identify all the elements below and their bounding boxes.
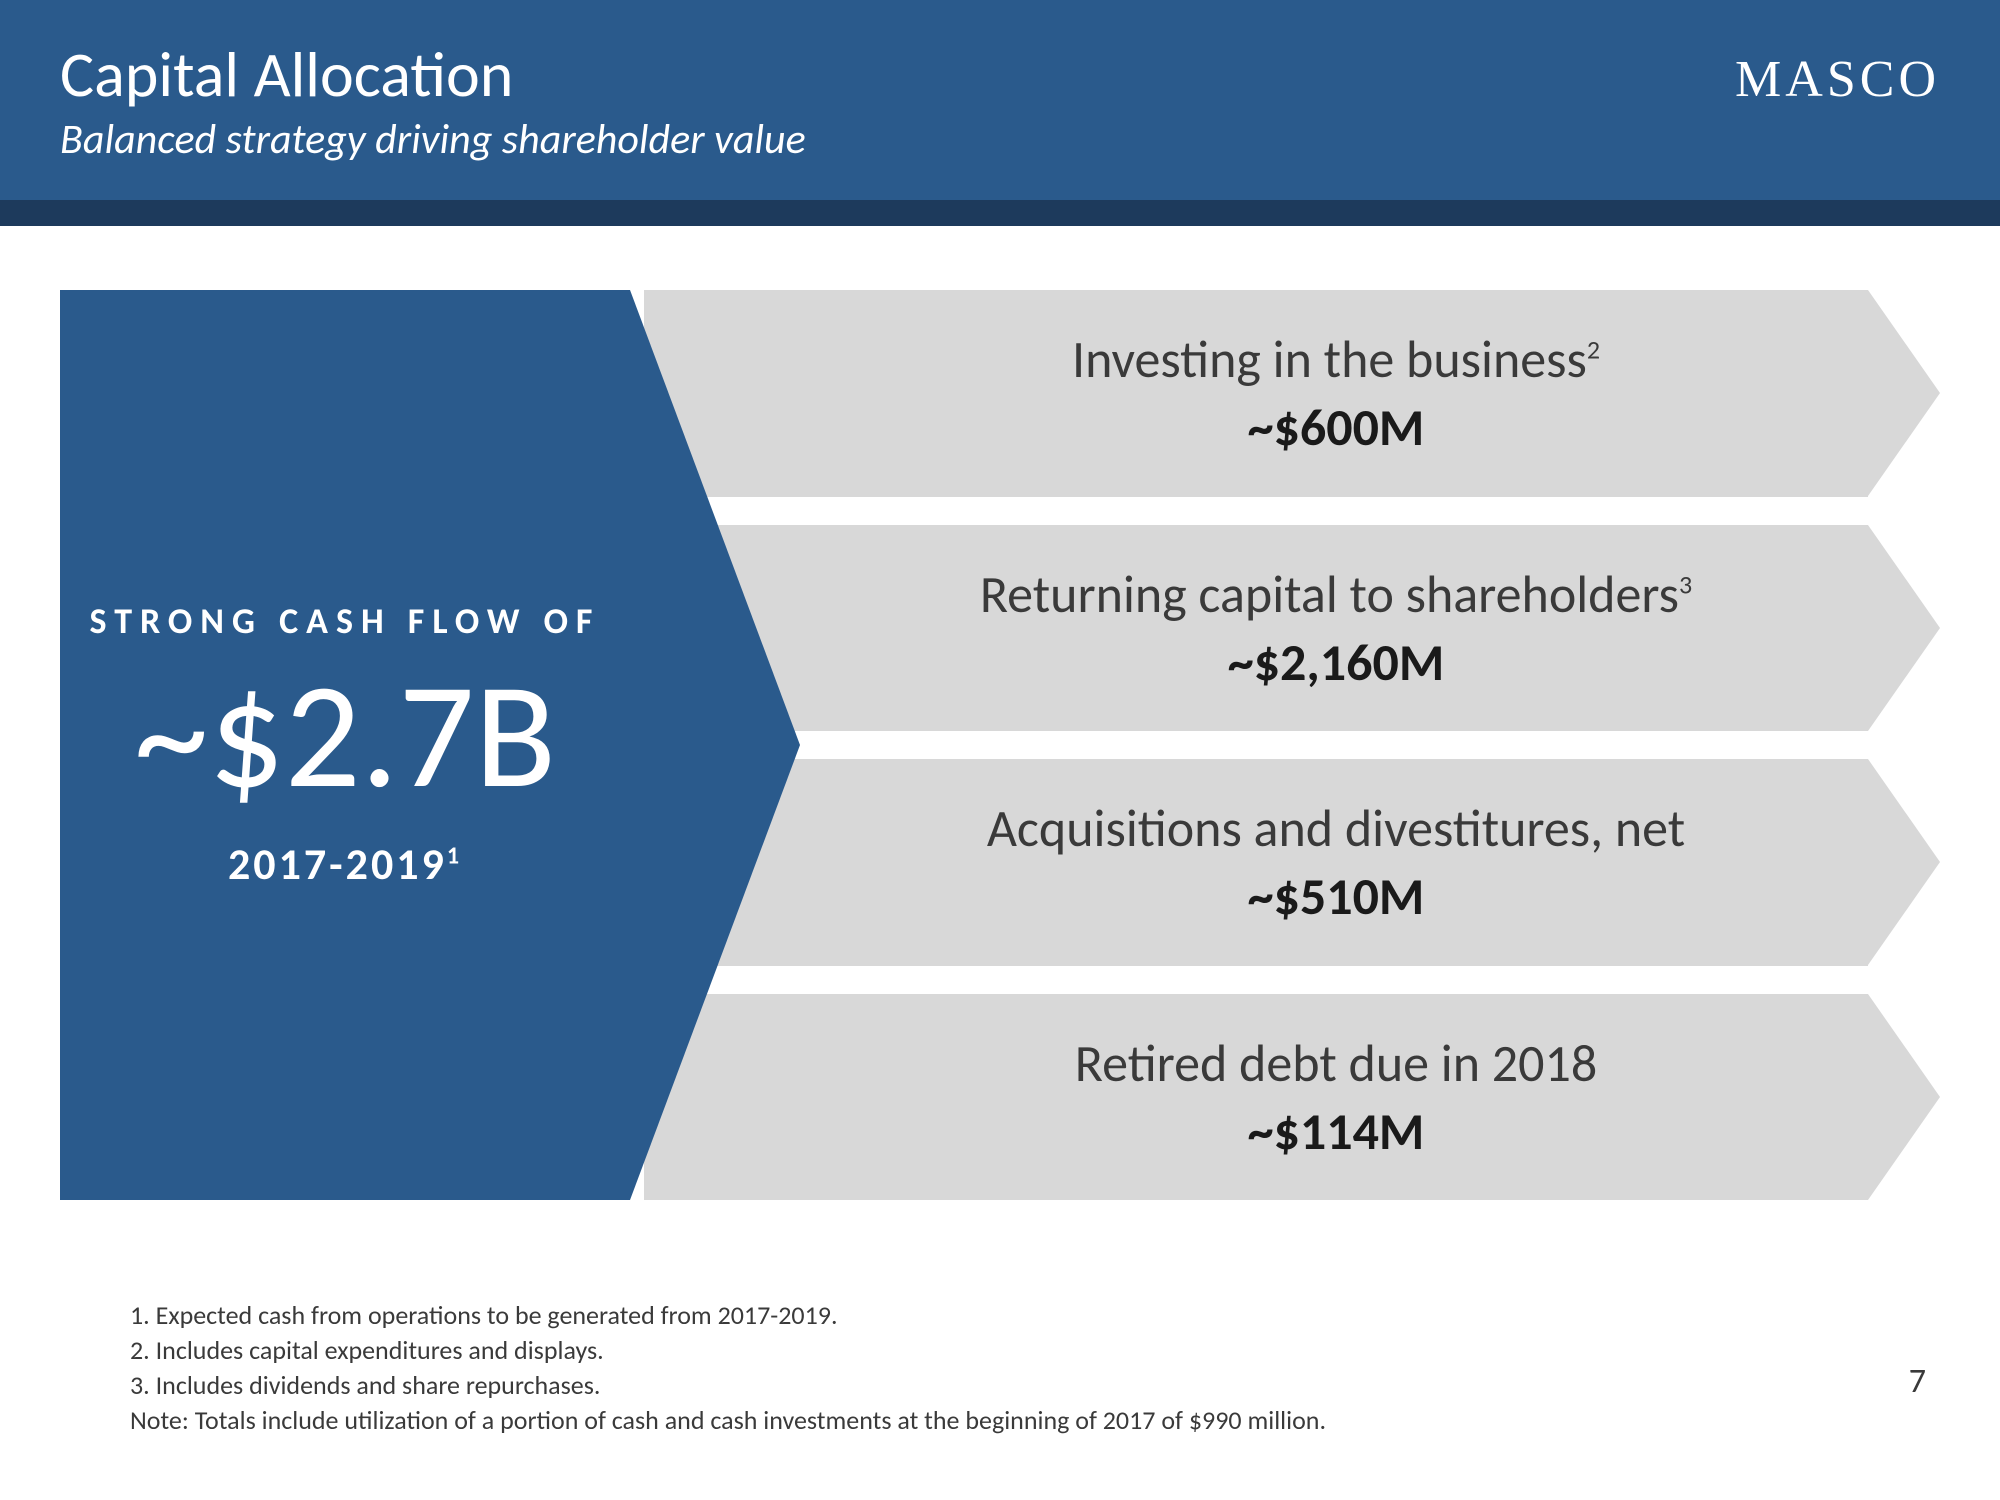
- source-period-sup: 1: [447, 841, 462, 870]
- allocation-arrow-icon: [1868, 525, 1940, 731]
- allocation-value: ~$600M: [1248, 395, 1425, 459]
- footnote-line: 1. Expected cash from operations to be g…: [130, 1298, 1326, 1333]
- allocation-arrow-icon: [1868, 994, 1940, 1200]
- allocation-label: Acquisitions and divestitures, net: [987, 796, 1685, 860]
- source-period: 2017-20191: [228, 837, 462, 891]
- header-accent-bar: [0, 200, 2000, 226]
- allocation-body: Retired debt due in 2018~$114M: [644, 994, 1868, 1201]
- allocation-arrow-icon: [1868, 759, 1940, 965]
- brand-logo: MASCO: [1735, 50, 1940, 109]
- allocation-body: Acquisitions and divestitures, net~$510M: [644, 759, 1868, 966]
- footnote-line: Note: Totals include utilization of a po…: [130, 1403, 1326, 1438]
- allocation-row: Returning capital to shareholders3~$2,16…: [644, 525, 1940, 732]
- source-label: STRONG CASH FLOW OF: [90, 599, 601, 643]
- allocation-label: Returning capital to shareholders3: [980, 562, 1692, 626]
- allocation-arrow-icon: [1868, 290, 1940, 496]
- page-subtitle: Balanced strategy driving shareholder va…: [60, 114, 806, 165]
- allocation-body: Returning capital to shareholders3~$2,16…: [644, 525, 1868, 732]
- source-value: ~$2.7B: [134, 661, 556, 811]
- allocation-label: Investing in the business2: [1072, 327, 1600, 391]
- footnotes: 1. Expected cash from operations to be g…: [130, 1298, 1326, 1438]
- slide-header: Capital Allocation Balanced strategy dri…: [0, 0, 2000, 200]
- footnote-line: 3. Includes dividends and share repurcha…: [130, 1368, 1326, 1403]
- allocation-value: ~$114M: [1248, 1099, 1425, 1163]
- allocation-body: Investing in the business2~$600M: [644, 290, 1868, 497]
- page-number: 7: [1909, 1361, 1926, 1402]
- allocation-row: Retired debt due in 2018~$114M: [644, 994, 1940, 1201]
- source-block: STRONG CASH FLOW OF ~$2.7B 2017-20191: [60, 290, 630, 1200]
- allocation-label-sup: 2: [1587, 334, 1600, 366]
- page-title: Capital Allocation: [60, 40, 806, 110]
- allocation-value: ~$510M: [1248, 864, 1425, 928]
- allocation-label-sup: 3: [1679, 568, 1692, 600]
- slide: Capital Allocation Balanced strategy dri…: [0, 0, 2000, 1500]
- source-arrow-icon: [630, 290, 800, 1200]
- allocation-label: Retired debt due in 2018: [1075, 1031, 1597, 1095]
- footnote-line: 2. Includes capital expenditures and dis…: [130, 1333, 1326, 1368]
- allocations-list: Investing in the business2~$600M Returnin…: [644, 290, 1940, 1200]
- allocation-row: Investing in the business2~$600M: [644, 290, 1940, 497]
- source-period-text: 2017-2019: [228, 837, 447, 891]
- allocation-row: Acquisitions and divestitures, net~$510M: [644, 759, 1940, 966]
- header-text: Capital Allocation Balanced strategy dri…: [60, 40, 806, 165]
- allocation-value: ~$2,160M: [1228, 630, 1445, 694]
